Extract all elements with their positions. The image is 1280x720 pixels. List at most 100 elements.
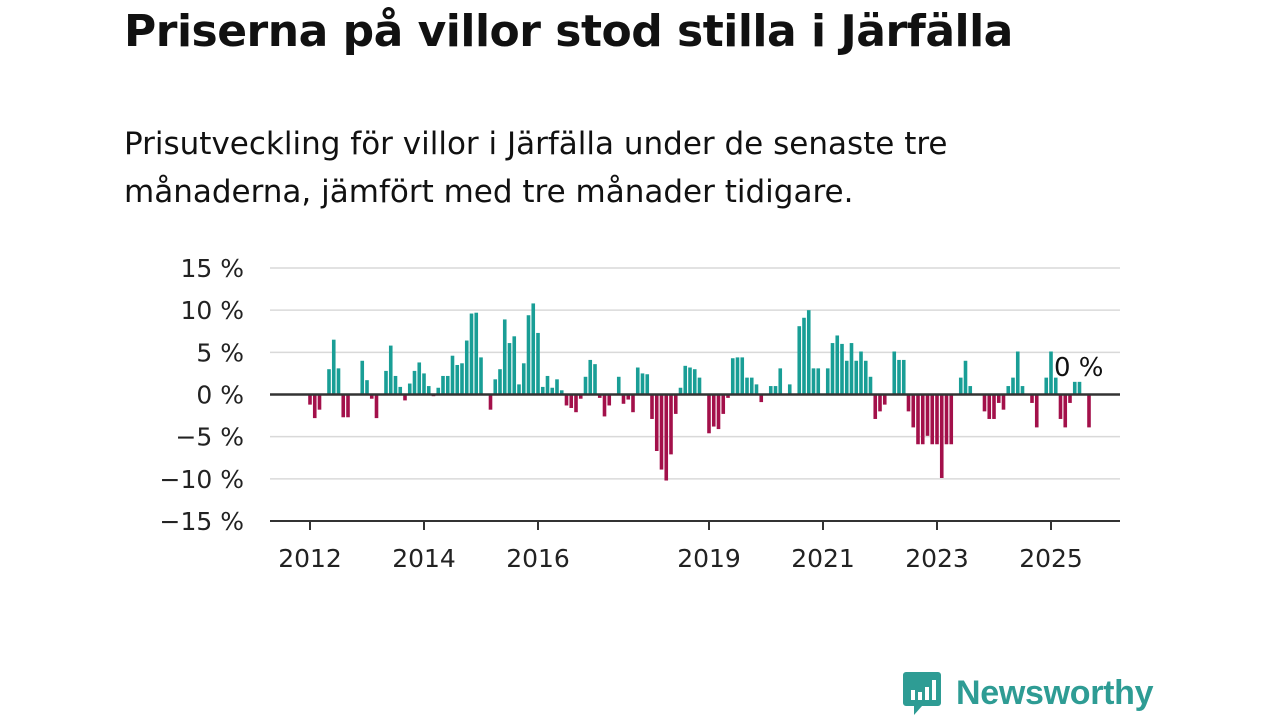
x-tick-label: 2021 (791, 544, 855, 573)
bar (721, 394, 726, 414)
bar (906, 394, 911, 412)
bar (882, 394, 887, 405)
bar (407, 383, 412, 395)
bar (441, 375, 445, 395)
bar (730, 358, 735, 395)
bar (968, 386, 973, 395)
bar (835, 335, 840, 395)
bar (745, 377, 749, 395)
bar (626, 394, 631, 400)
bar (559, 390, 564, 395)
bar (673, 394, 678, 414)
bar (564, 394, 569, 406)
bar (1006, 386, 1011, 395)
bar (878, 394, 882, 412)
newsworthy-logo: Newsworthy (902, 670, 1154, 716)
bars (308, 303, 1091, 481)
chart-subtitle: Prisutveckling för villor i Järfälla und… (124, 126, 948, 210)
bar (312, 394, 317, 419)
bar (944, 394, 949, 445)
bar (849, 343, 854, 395)
bar (398, 386, 403, 395)
bar (1011, 377, 1015, 395)
bar (863, 360, 868, 395)
bar (574, 394, 578, 413)
bar (327, 369, 331, 395)
gridlines (270, 267, 1120, 480)
bar (669, 394, 673, 455)
bar (531, 303, 536, 395)
y-tick-label: −5 % (175, 423, 244, 452)
bar (754, 384, 759, 395)
bar (692, 369, 697, 395)
bar (802, 317, 806, 395)
bar (840, 343, 844, 395)
bar (873, 394, 878, 419)
bar (992, 394, 996, 419)
bar (811, 368, 816, 395)
bar (664, 394, 669, 481)
chart-title: Priserna på villor stod stilla i Järfäll… (124, 6, 1013, 57)
bar (740, 357, 745, 395)
bar (455, 364, 460, 395)
bar (479, 357, 483, 395)
tick-labels: 15 % 10 % 5 % 0 % −5 % −10 % −15 % 2012 2014 2016… (160, 254, 1104, 573)
bar (460, 363, 464, 395)
bar (474, 312, 479, 395)
bar (916, 394, 920, 445)
bar (469, 313, 474, 395)
bar (545, 375, 550, 395)
bar (935, 394, 939, 445)
y-tick-label: 0 % (196, 381, 244, 410)
bar (593, 364, 597, 395)
bar (341, 394, 346, 418)
bar (631, 394, 635, 413)
bar (308, 394, 312, 405)
bar (550, 387, 555, 395)
bar (759, 394, 764, 403)
bar (654, 394, 659, 451)
bar (787, 384, 792, 395)
bar (797, 326, 802, 395)
bar (778, 368, 783, 395)
x-tick-label: 2014 (392, 544, 456, 573)
bar (678, 387, 683, 395)
bar (365, 380, 369, 395)
bar (650, 394, 654, 419)
bar (697, 377, 702, 395)
bar (597, 394, 602, 398)
x-tick-label: 2025 (1019, 544, 1083, 573)
bar (844, 360, 849, 395)
bar (536, 332, 540, 395)
bar (645, 374, 650, 395)
bar (583, 376, 588, 395)
bar (1068, 394, 1072, 403)
y-tick-label: −15 % (160, 507, 244, 536)
bar (540, 386, 545, 395)
bar (930, 394, 935, 445)
x-tick-label: 2023 (905, 544, 969, 573)
bar (388, 345, 393, 395)
bar (768, 386, 773, 395)
bar (897, 359, 901, 395)
bar (1087, 394, 1091, 428)
y-tick-label: 15 % (180, 254, 244, 283)
bar (464, 340, 469, 395)
bar (892, 351, 897, 395)
y-tick-label: 5 % (196, 338, 244, 367)
bar (683, 365, 688, 395)
y-tick-label: 10 % (180, 296, 244, 325)
bar (1077, 381, 1082, 395)
bar (726, 394, 730, 398)
bar (958, 377, 963, 395)
bar (450, 355, 455, 395)
bar (939, 394, 944, 478)
bar (1053, 377, 1058, 395)
bar (735, 357, 740, 395)
bar (493, 379, 498, 395)
axes (270, 393, 1120, 530)
x-tick-label: 2019 (677, 544, 741, 573)
bar (555, 379, 559, 395)
bar (517, 384, 521, 395)
